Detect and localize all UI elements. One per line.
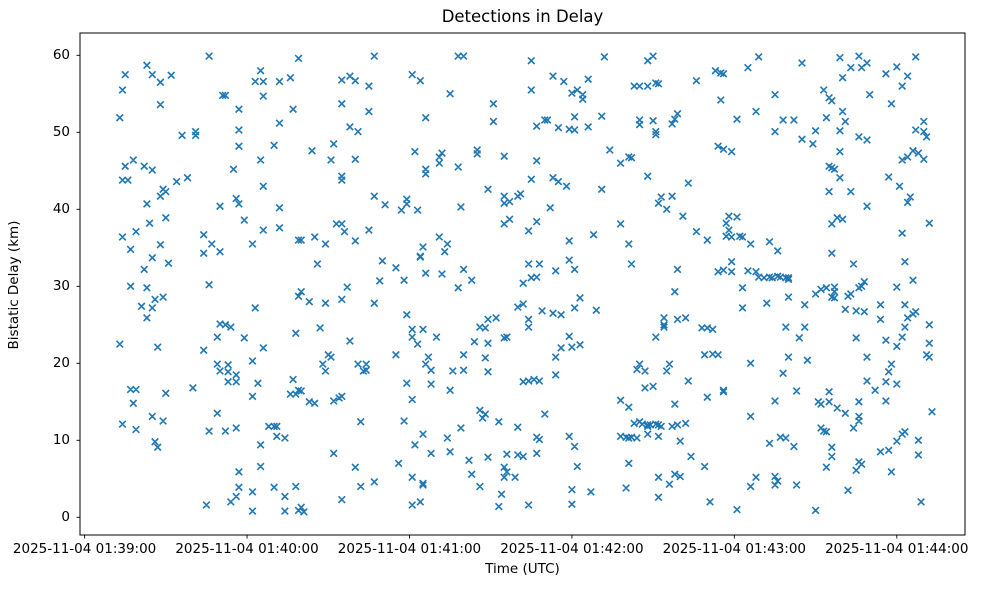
x-tick-label: 2025-11-04 01:41:00 [337, 541, 482, 557]
x-tick-label: 2025-11-04 01:42:00 [500, 541, 644, 557]
y-axis-title: Bistatic Delay (km) [6, 220, 22, 350]
scatter-points [115, 52, 936, 516]
x-axis-title: Time (UTC) [485, 561, 560, 577]
x-tick-label: 2025-11-04 01:39:00 [12, 541, 157, 557]
y-tick-label: 30 [52, 278, 70, 295]
tick-marks [76, 54, 898, 539]
y-tick-label: 60 [52, 47, 70, 64]
y-tick-label: 20 [52, 355, 70, 372]
y-tick-label: 50 [52, 124, 70, 141]
y-tick-label: 40 [52, 201, 70, 218]
chart-title: Detections in Delay [441, 7, 604, 26]
x-tick-label: 2025-11-04 01:44:00 [825, 541, 969, 557]
axes-spines [79, 32, 966, 536]
y-tick-label: 10 [52, 432, 70, 449]
y-tick-label: 0 [61, 509, 70, 526]
x-tick-label: 2025-11-04 01:43:00 [662, 541, 807, 557]
x-tick-label: 2025-11-04 01:40:00 [175, 541, 319, 557]
